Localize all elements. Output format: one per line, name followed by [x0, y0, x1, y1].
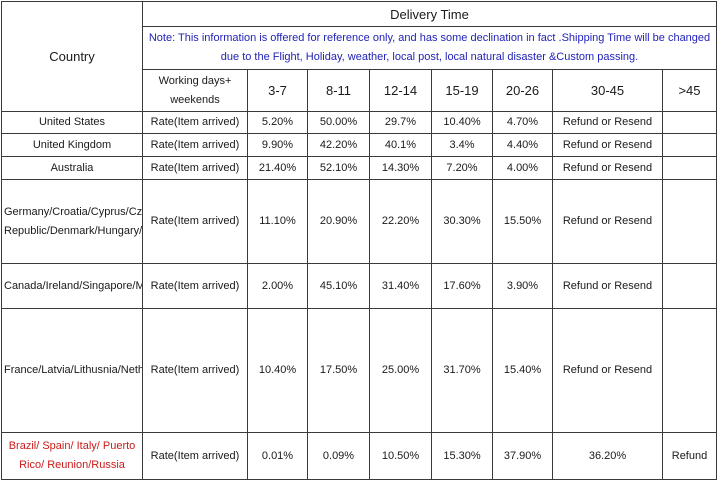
rate-label-cell: Rate(Item arrived): [142, 156, 248, 180]
value-cell: 0.01%: [247, 432, 308, 480]
range-header: 12-14: [369, 69, 432, 112]
value-cell: Refund or Resend: [552, 179, 663, 264]
value-cell: 15.40%: [492, 308, 553, 433]
delivery-time-document: Country Delivery Time Note: This informa…: [1, 1, 717, 480]
country-cell: United Kingdom: [1, 133, 143, 157]
table-row: United States Rate(Item arrived) 5.20% 5…: [1, 111, 717, 134]
value-cell: [662, 133, 717, 157]
range-header: 30-45: [552, 69, 663, 112]
range-header: 15-19: [431, 69, 493, 112]
table-row: United Kingdom Rate(Item arrived) 9.90% …: [1, 133, 717, 157]
working-days-header: Working days+ weekends: [142, 69, 248, 112]
value-cell: 36.20%: [552, 432, 663, 480]
value-cell: 3.4%: [431, 133, 493, 157]
country-cell: Australia: [1, 156, 143, 180]
value-cell: 4.40%: [492, 133, 553, 157]
value-cell: 10.40%: [247, 308, 308, 433]
range-header: >45: [662, 69, 717, 112]
value-cell: 52.10%: [307, 156, 370, 180]
value-cell: 30.30%: [431, 179, 493, 264]
value-cell: Refund or Resend: [552, 133, 663, 157]
value-cell: 3.90%: [492, 263, 553, 309]
value-cell: [662, 263, 717, 309]
country-cell: Germany/Croatia/Cyprus/Czech Republic/De…: [1, 179, 143, 264]
range-header: 20-26: [492, 69, 553, 112]
value-cell: 42.20%: [307, 133, 370, 157]
value-cell: 31.70%: [431, 308, 493, 433]
delivery-time-title: Delivery Time: [142, 1, 717, 27]
value-cell: Refund or Resend: [552, 308, 663, 433]
value-cell: Refund or Resend: [552, 263, 663, 309]
reference-note: Note: This information is offered for re…: [142, 26, 717, 70]
value-cell: [662, 111, 717, 134]
table-row: Germany/Croatia/Cyprus/Czech Republic/De…: [1, 179, 717, 264]
rate-label-cell: Rate(Item arrived): [142, 263, 248, 309]
value-cell: [662, 179, 717, 264]
value-cell: 7.20%: [431, 156, 493, 180]
value-cell: 29.7%: [369, 111, 432, 134]
value-cell: 45.10%: [307, 263, 370, 309]
range-header: 3-7: [247, 69, 308, 112]
value-cell: 40.1%: [369, 133, 432, 157]
value-cell: 4.00%: [492, 156, 553, 180]
rate-label-cell: Rate(Item arrived): [142, 308, 248, 433]
table-row: Canada/Ireland/Singapore/Malaysia/Brunei…: [1, 263, 717, 309]
value-cell: 4.70%: [492, 111, 553, 134]
value-cell: 25.00%: [369, 308, 432, 433]
range-header: 8-11: [307, 69, 370, 112]
value-cell: 50.00%: [307, 111, 370, 134]
table-row: France/Latvia/Lithusnia/Netherlands/Norw…: [1, 308, 717, 433]
value-cell: [662, 156, 717, 180]
value-cell: Refund: [662, 432, 717, 480]
value-cell: 31.40%: [369, 263, 432, 309]
value-cell: 2.00%: [247, 263, 308, 309]
rate-label-cell: Rate(Item arrived): [142, 179, 248, 264]
table-row: Australia Rate(Item arrived) 21.40% 52.1…: [1, 156, 717, 180]
value-cell: 15.50%: [492, 179, 553, 264]
value-cell: 5.20%: [247, 111, 308, 134]
delivery-time-table: Country Delivery Time Note: This informa…: [1, 1, 717, 480]
country-cell-highlighted: Brazil/ Spain/ Italy/ Puerto Rico/ Reuni…: [1, 432, 143, 480]
value-cell: 17.60%: [431, 263, 493, 309]
value-cell: [662, 308, 717, 433]
value-cell: 14.30%: [369, 156, 432, 180]
value-cell: 11.10%: [247, 179, 308, 264]
value-cell: 20.90%: [307, 179, 370, 264]
value-cell: 21.40%: [247, 156, 308, 180]
value-cell: 15.30%: [431, 432, 493, 480]
value-cell: 10.40%: [431, 111, 493, 134]
value-cell: 37.90%: [492, 432, 553, 480]
rate-label-cell: Rate(Item arrived): [142, 133, 248, 157]
rate-label-cell: Rate(Item arrived): [142, 432, 248, 480]
value-cell: 22.20%: [369, 179, 432, 264]
value-cell: 0.09%: [307, 432, 370, 480]
rate-label-cell: Rate(Item arrived): [142, 111, 248, 134]
table-row: Brazil/ Spain/ Italy/ Puerto Rico/ Reuni…: [1, 432, 717, 480]
value-cell: 9.90%: [247, 133, 308, 157]
country-column-header: Country: [1, 1, 143, 112]
value-cell: 17.50%: [307, 308, 370, 433]
value-cell: Refund or Resend: [552, 111, 663, 134]
country-cell: United States: [1, 111, 143, 134]
value-cell: Refund or Resend: [552, 156, 663, 180]
country-cell: Canada/Ireland/Singapore/Malaysia/Brunei: [1, 263, 143, 309]
value-cell: 10.50%: [369, 432, 432, 480]
country-cell: France/Latvia/Lithusnia/Netherlands/Norw…: [1, 308, 143, 433]
